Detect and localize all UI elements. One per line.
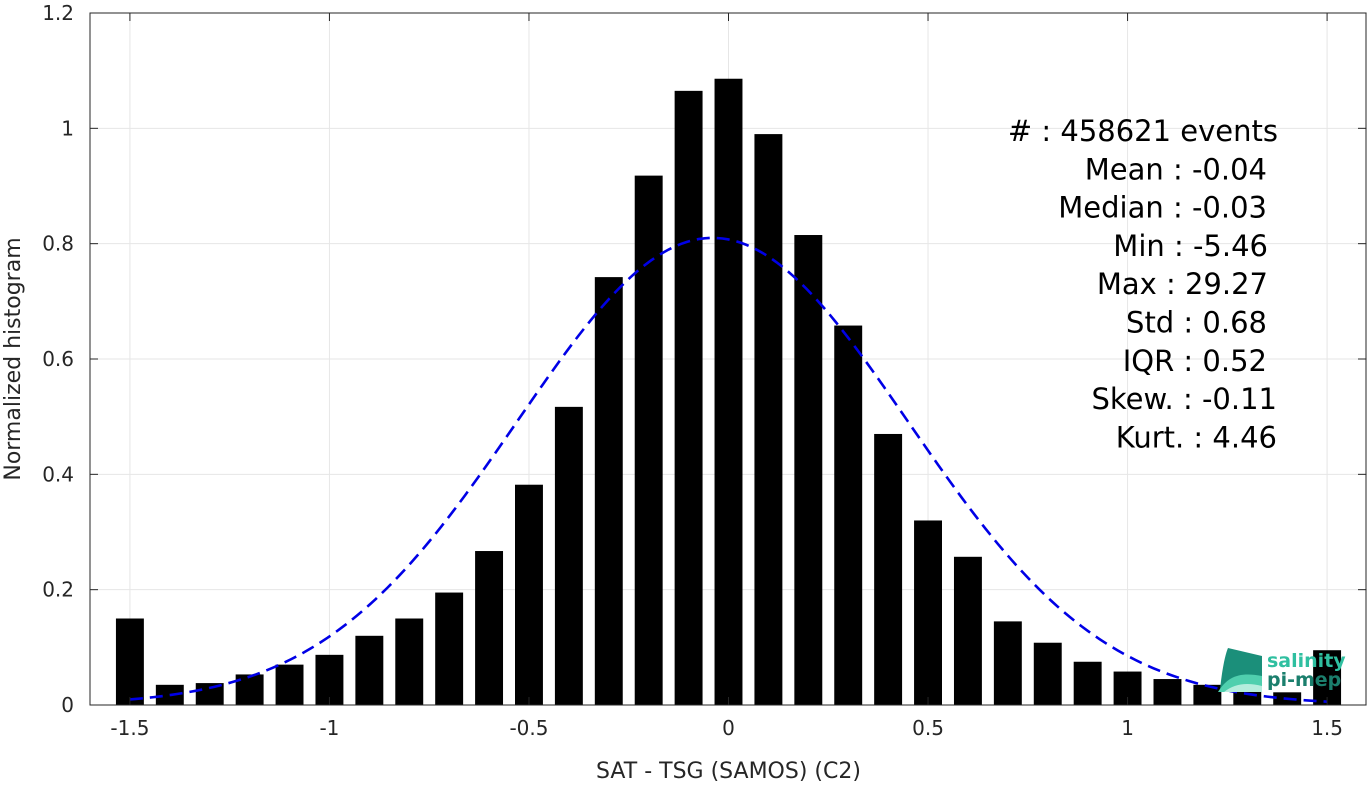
statistics-annotation: # : 458621 events Mean : -0.04 Median : -0… xyxy=(1008,114,1278,454)
histogram-bar xyxy=(395,618,424,705)
stats-line: Min : -5.46 xyxy=(1113,229,1268,263)
histogram-bar xyxy=(115,618,144,705)
gaussian-fit-curve xyxy=(129,236,1328,703)
stats-line: Mean : -0.04 xyxy=(1085,152,1267,186)
histogram-bar xyxy=(475,551,504,705)
logo-text-pi-mep: pi-mep xyxy=(1267,669,1341,691)
histogram-bar xyxy=(554,406,583,705)
x-tick-label: 1.5 xyxy=(1311,716,1343,740)
histogram-bar xyxy=(515,484,543,705)
histogram-bar xyxy=(594,277,623,705)
x-tick-label: 0 xyxy=(722,716,735,740)
y-tick-labels: 0 0.2 0.4 0.6 0.8 1 1.2 xyxy=(42,1,74,717)
histogram-bar xyxy=(195,683,224,705)
logo-wave-icon xyxy=(1218,648,1262,692)
y-tick-label: 1 xyxy=(61,116,74,140)
y-tick-label: 0.2 xyxy=(42,578,74,602)
histogram-bar xyxy=(315,654,344,705)
axis-ticks xyxy=(90,12,1366,706)
y-tick-label: 1.2 xyxy=(42,1,74,25)
logo-text-salinity: salinity xyxy=(1267,650,1346,672)
histogram-bar xyxy=(355,635,384,705)
histogram-bar xyxy=(1153,679,1182,705)
histogram-bar xyxy=(634,175,663,705)
stats-line: # : 458621 events xyxy=(1008,114,1278,148)
histogram-bars xyxy=(115,78,1342,706)
histogram-bar xyxy=(1073,661,1102,705)
x-tick-label: -1.5 xyxy=(110,716,149,740)
y-tick-label: 0.8 xyxy=(42,232,74,256)
x-axis-label: SAT - TSG (SAMOS) (C2) xyxy=(596,759,861,784)
y-tick-label: 0 xyxy=(61,693,74,717)
stats-line: Kurt. : 4.46 xyxy=(1116,420,1277,454)
histogram-bar xyxy=(1033,642,1062,705)
histogram-bar xyxy=(874,433,903,705)
stats-line: IQR : 0.52 xyxy=(1123,344,1267,378)
histogram-bar xyxy=(1233,687,1262,705)
y-axis-label: Normalized histogram xyxy=(1,237,26,480)
histogram-bar xyxy=(834,325,863,705)
histogram-bar xyxy=(993,621,1022,705)
histogram-bar xyxy=(435,592,464,705)
stats-line: Max : 29.27 xyxy=(1097,267,1268,301)
histogram-bar xyxy=(1313,650,1342,705)
stats-line: Median : -0.03 xyxy=(1058,191,1267,225)
histogram-bar xyxy=(794,235,823,705)
histogram-bar xyxy=(714,78,743,706)
y-tick-label: 0.4 xyxy=(42,462,74,486)
histogram-bar xyxy=(914,520,942,705)
salinity-pi-mep-logo: salinity pi-mep xyxy=(1218,648,1346,692)
histogram-bar xyxy=(754,134,783,706)
x-tick-labels: -1.5 -1 -0.5 0 0.5 1 1.5 xyxy=(110,716,1343,740)
stats-line: Std : 0.68 xyxy=(1126,306,1267,340)
x-tick-label: -0.5 xyxy=(509,716,548,740)
x-tick-label: 0.5 xyxy=(912,716,944,740)
histogram-bar xyxy=(1193,684,1222,705)
histogram-bar xyxy=(674,90,703,706)
stats-line: Skew. : -0.11 xyxy=(1091,382,1277,416)
x-tick-label: -1 xyxy=(319,716,339,740)
histogram-bar xyxy=(953,556,982,705)
histogram-bar xyxy=(275,664,304,705)
y-tick-label: 0.6 xyxy=(42,347,74,371)
x-tick-label: 1 xyxy=(1121,716,1134,740)
